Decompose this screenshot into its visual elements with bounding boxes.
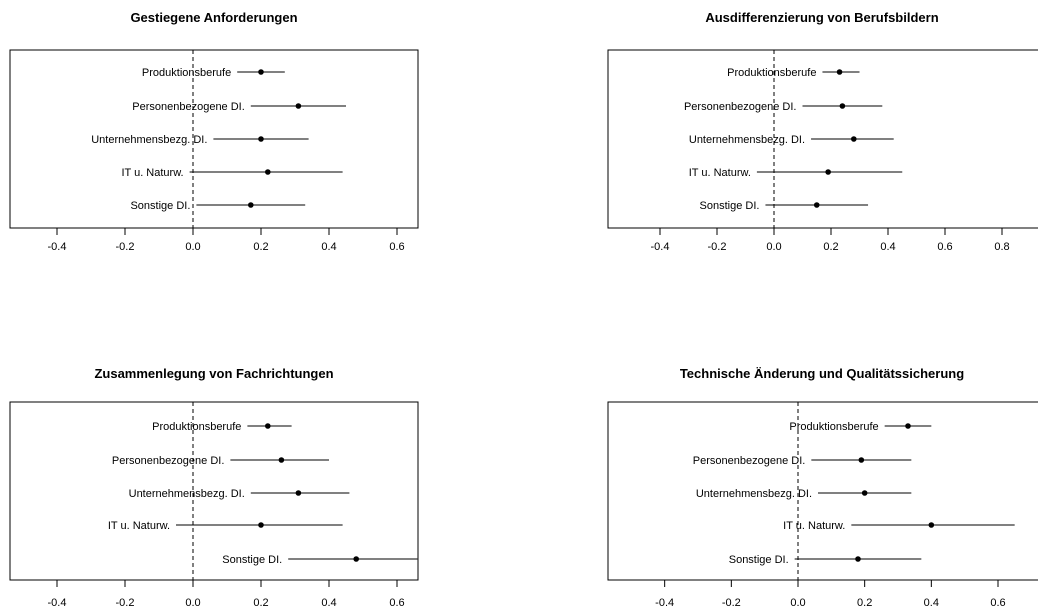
panel-1: Gestiegene Anforderungen -0.4 -0.2 0.0 0.2 0.… [9,10,419,253]
panel-title: Zusammenlegung von Fachrichtungen [94,366,333,381]
row-label: Personenbezogene DI. [693,455,806,467]
row-label: Sonstige DI. [700,200,760,212]
panel-title: Ausdifferenzierung von Berufsbildern [705,10,938,25]
x-tick-label: 0.0 [766,241,781,253]
plot-frame [607,49,1038,229]
x-tick-label: -0.2 [722,597,741,609]
row-label: Sonstige DI. [130,200,190,212]
point-estimate [813,202,820,208]
x-tick-label: 0.6 [389,241,404,253]
row-label: Produktionsberufe [142,67,231,79]
plot-frame [607,401,1038,581]
point-estimate [265,423,271,429]
point-estimate [905,423,911,429]
row-label: Sonstige DI. [729,554,789,566]
point-estimate [248,202,254,208]
point-estimate [861,490,868,496]
point-estimate [836,69,843,75]
row-label: Unternehmensbezg. DI. [696,488,812,500]
point-estimate [265,169,271,175]
x-tick-label: 0.4 [924,597,939,609]
x-tick-label: -0.2 [116,597,135,609]
point-estimate [851,136,857,142]
point-estimate [278,457,285,463]
x-tick-label: 0.4 [321,241,336,253]
point-estimate [928,522,935,528]
x-tick-label: -0.4 [655,597,674,609]
row-label: Unternehmensbezg. DI. [129,488,245,500]
row-label: Produktionsberufe [727,67,816,79]
row-label: IT u. Naturw. [121,167,183,179]
row-label: Unternehmensbezg. DI. [91,134,207,146]
point-estimate [858,457,865,463]
row-label: Produktionsberufe [789,421,878,433]
point-estimate [258,522,264,528]
row-label: Personenbezogene DI. [112,455,225,467]
point-estimate [295,490,302,496]
row-label: IT u. Naturw. [783,520,845,532]
panel-title: Gestiegene Anforderungen [130,10,297,25]
row-label: IT u. Naturw. [108,520,170,532]
point-estimate [295,103,302,109]
row-label: IT u. Naturw. [689,167,751,179]
point-estimate [855,556,861,562]
x-tick-label: 0.0 [185,597,200,609]
point-estimate [353,556,360,562]
point-estimate [258,136,264,142]
x-tick-label: 0.0 [790,597,805,609]
x-tick-label: -0.4 [48,241,67,253]
point-estimate [258,69,264,75]
row-label: Produktionsberufe [152,421,241,433]
x-tick-label: 0.2 [857,597,872,609]
x-tick-label: 0.6 [990,597,1005,609]
x-tick-label: 0.0 [185,241,200,253]
point-estimate [839,103,846,109]
x-tick-label: 0.2 [823,241,838,253]
panel-4: Technische Änderung und Qualitätssicheru… [607,366,1038,609]
point-estimate [825,169,831,175]
x-tick-label: -0.2 [116,241,135,253]
x-tick-label: 0.4 [880,241,895,253]
x-tick-label: 0.8 [994,241,1009,253]
panel-3: Zusammenlegung von Fachrichtungen -0.4 -0.… [9,366,419,609]
x-tick-label: -0.2 [708,241,727,253]
plot-frame [9,401,419,581]
panel-2: Ausdifferenzierung von Berufsbildern -0.4… [607,10,1038,253]
x-tick-label: 0.2 [253,597,268,609]
x-tick-label: -0.4 [48,597,67,609]
plot-frame [9,49,419,229]
row-label: Unternehmensbezg. DI. [689,134,805,146]
row-label: Personenbezogene DI. [684,101,797,113]
x-tick-label: 0.6 [389,597,404,609]
x-tick-label: 0.6 [937,241,952,253]
row-label: Personenbezogene DI. [132,101,245,113]
panel-title: Technische Änderung und Qualitätssicheru… [680,366,964,381]
x-tick-label: 0.2 [253,241,268,253]
x-tick-label: 0.4 [321,597,336,609]
x-tick-label: -0.4 [651,241,670,253]
row-label: Sonstige DI. [222,554,282,566]
